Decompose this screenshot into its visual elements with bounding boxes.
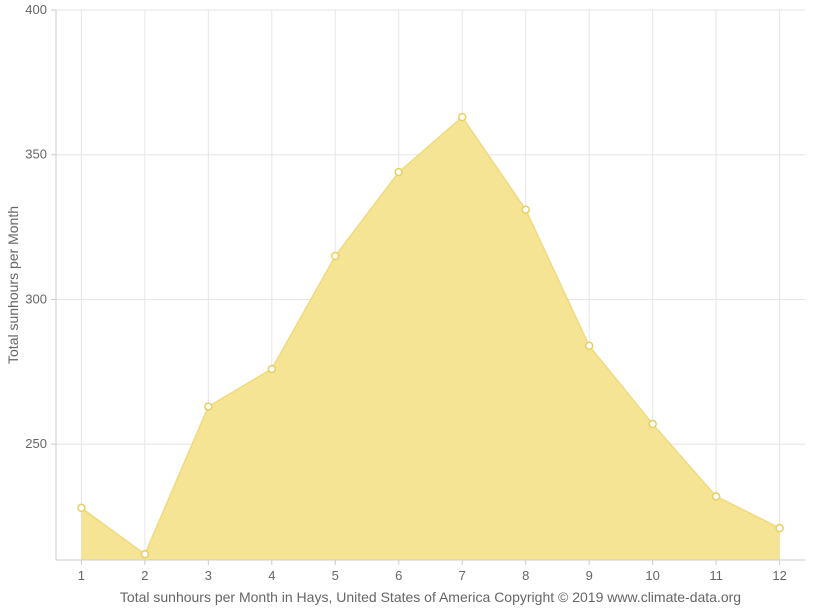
tick-x-label: 2 (141, 568, 148, 583)
tick-x-label: 7 (459, 568, 466, 583)
tick-x-label: 6 (395, 568, 402, 583)
tick-x-label: 4 (268, 568, 275, 583)
chart-svg: 123456789101112250300350400Total sunhour… (0, 0, 815, 611)
sunhours-area-chart: 123456789101112250300350400Total sunhour… (0, 0, 815, 611)
data-point (205, 403, 212, 410)
data-point (776, 525, 783, 532)
data-point (713, 493, 720, 500)
data-point (268, 365, 275, 372)
tick-y-label: 400 (25, 2, 47, 17)
tick-y-label: 250 (25, 436, 47, 451)
data-point (522, 206, 529, 213)
data-point (649, 420, 656, 427)
tick-x-label: 8 (522, 568, 529, 583)
data-point (459, 114, 466, 121)
tick-x-label: 9 (586, 568, 593, 583)
axis-y-label: Total sunhours per Month (5, 206, 21, 364)
tick-x-label: 12 (772, 568, 786, 583)
axis-x-label: Total sunhours per Month in Hays, United… (120, 589, 741, 605)
tick-y-label: 350 (25, 147, 47, 162)
tick-y-label: 300 (25, 291, 47, 306)
tick-x-label: 5 (332, 568, 339, 583)
data-point (586, 342, 593, 349)
tick-x-label: 3 (205, 568, 212, 583)
data-point (78, 504, 85, 511)
tick-x-label: 10 (645, 568, 659, 583)
tick-x-label: 11 (709, 568, 723, 583)
data-point (332, 253, 339, 260)
data-point (141, 551, 148, 558)
data-point (395, 169, 402, 176)
tick-x-label: 1 (78, 568, 85, 583)
